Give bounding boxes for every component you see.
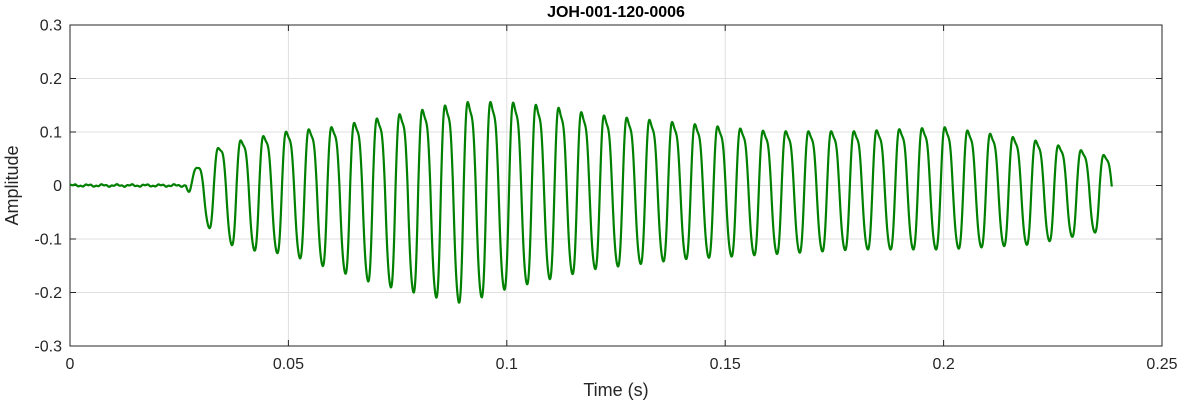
chart-title: JOH-001-120-0006 xyxy=(547,4,685,21)
y-tick-label: 0.2 xyxy=(40,71,62,88)
x-tick-label: 0.15 xyxy=(710,356,741,373)
x-tick-label: 0.2 xyxy=(932,356,954,373)
y-axis-ticks: -0.3 -0.2 -0.1 0 0.1 0.2 0.3 xyxy=(34,18,1162,356)
x-tick-label: 0.1 xyxy=(496,356,518,373)
y-tick-label: -0.2 xyxy=(34,285,62,302)
series-line-0 xyxy=(69,100,1113,304)
y-tick-label: -0.1 xyxy=(34,232,62,249)
y-tick-label: -0.3 xyxy=(34,339,62,356)
x-tick-label: 0.25 xyxy=(1146,356,1177,373)
x-tick-label: 0 xyxy=(66,356,75,373)
y-axis-label: Amplitude xyxy=(2,145,22,225)
x-tick-label: 0.05 xyxy=(273,356,304,373)
y-tick-label: 0 xyxy=(53,178,62,195)
y-tick-label: 0.3 xyxy=(40,18,62,35)
x-axis-ticks: 0 0.05 0.1 0.15 0.2 0.25 xyxy=(66,25,1178,373)
x-axis-label: Time (s) xyxy=(583,380,648,400)
series-layer xyxy=(69,100,1113,304)
y-tick-label: 0.1 xyxy=(40,125,62,142)
